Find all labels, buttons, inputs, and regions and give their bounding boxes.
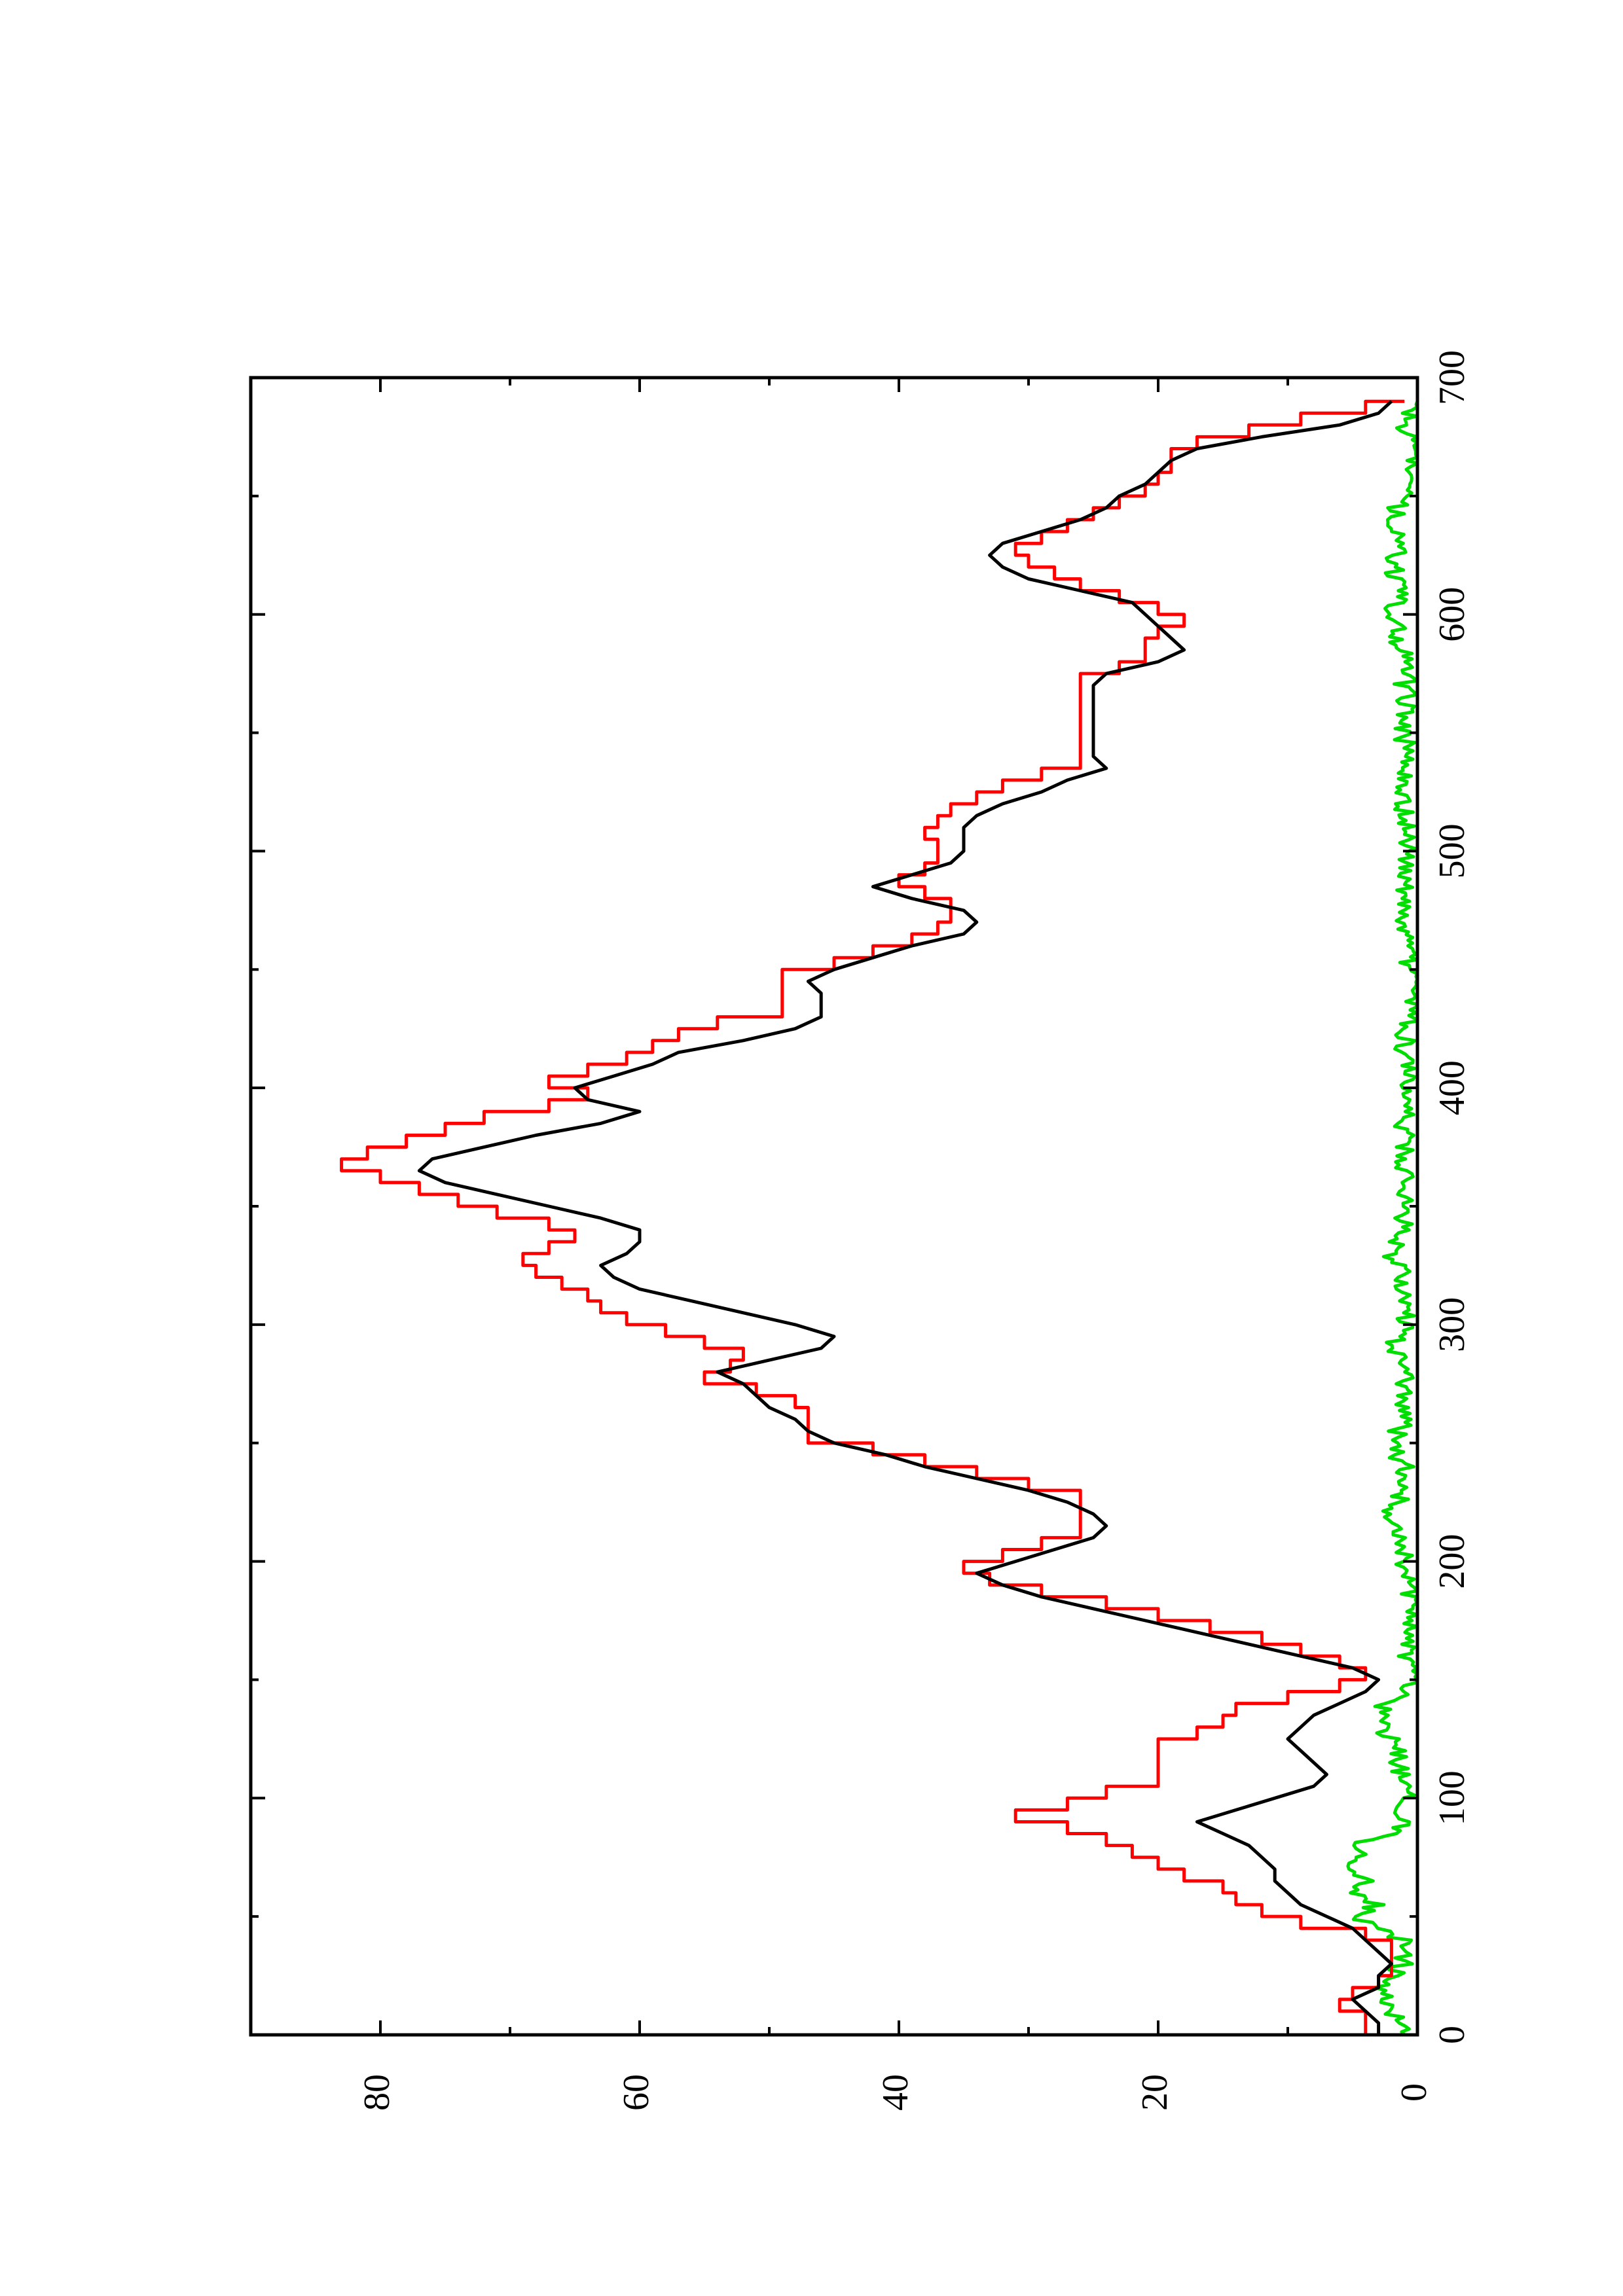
x-tick-label: 0 <box>1432 2026 1472 2044</box>
series-line-0 <box>340 399 1405 2035</box>
y-tick-label: 0 <box>1394 2083 1434 2102</box>
x-tick-label: 600 <box>1432 587 1472 642</box>
x-tick-label: 300 <box>1432 1297 1472 1352</box>
series-layer <box>340 399 1419 2036</box>
ticks-layer <box>249 376 1419 2036</box>
x-tick-label: 500 <box>1432 823 1472 878</box>
tick-labels-layer: 0 100 200 300 400 500 600 700 0 20 40 60 80 <box>357 350 1472 2111</box>
x-tick-label: 400 <box>1432 1060 1472 1115</box>
x-tick-label: 700 <box>1432 350 1472 405</box>
y-tick-label: 40 <box>875 2074 916 2111</box>
y-tick-label: 60 <box>616 2074 657 2111</box>
series-line-1 <box>417 400 1393 2035</box>
x-tick-label: 100 <box>1432 1770 1472 1825</box>
series-line-2 <box>1346 401 1419 2036</box>
y-tick-label: 20 <box>1135 2074 1175 2111</box>
y-tick-label: 80 <box>357 2074 397 2111</box>
x-tick-label: 200 <box>1432 1534 1472 1589</box>
plot-frame <box>249 376 1419 2037</box>
